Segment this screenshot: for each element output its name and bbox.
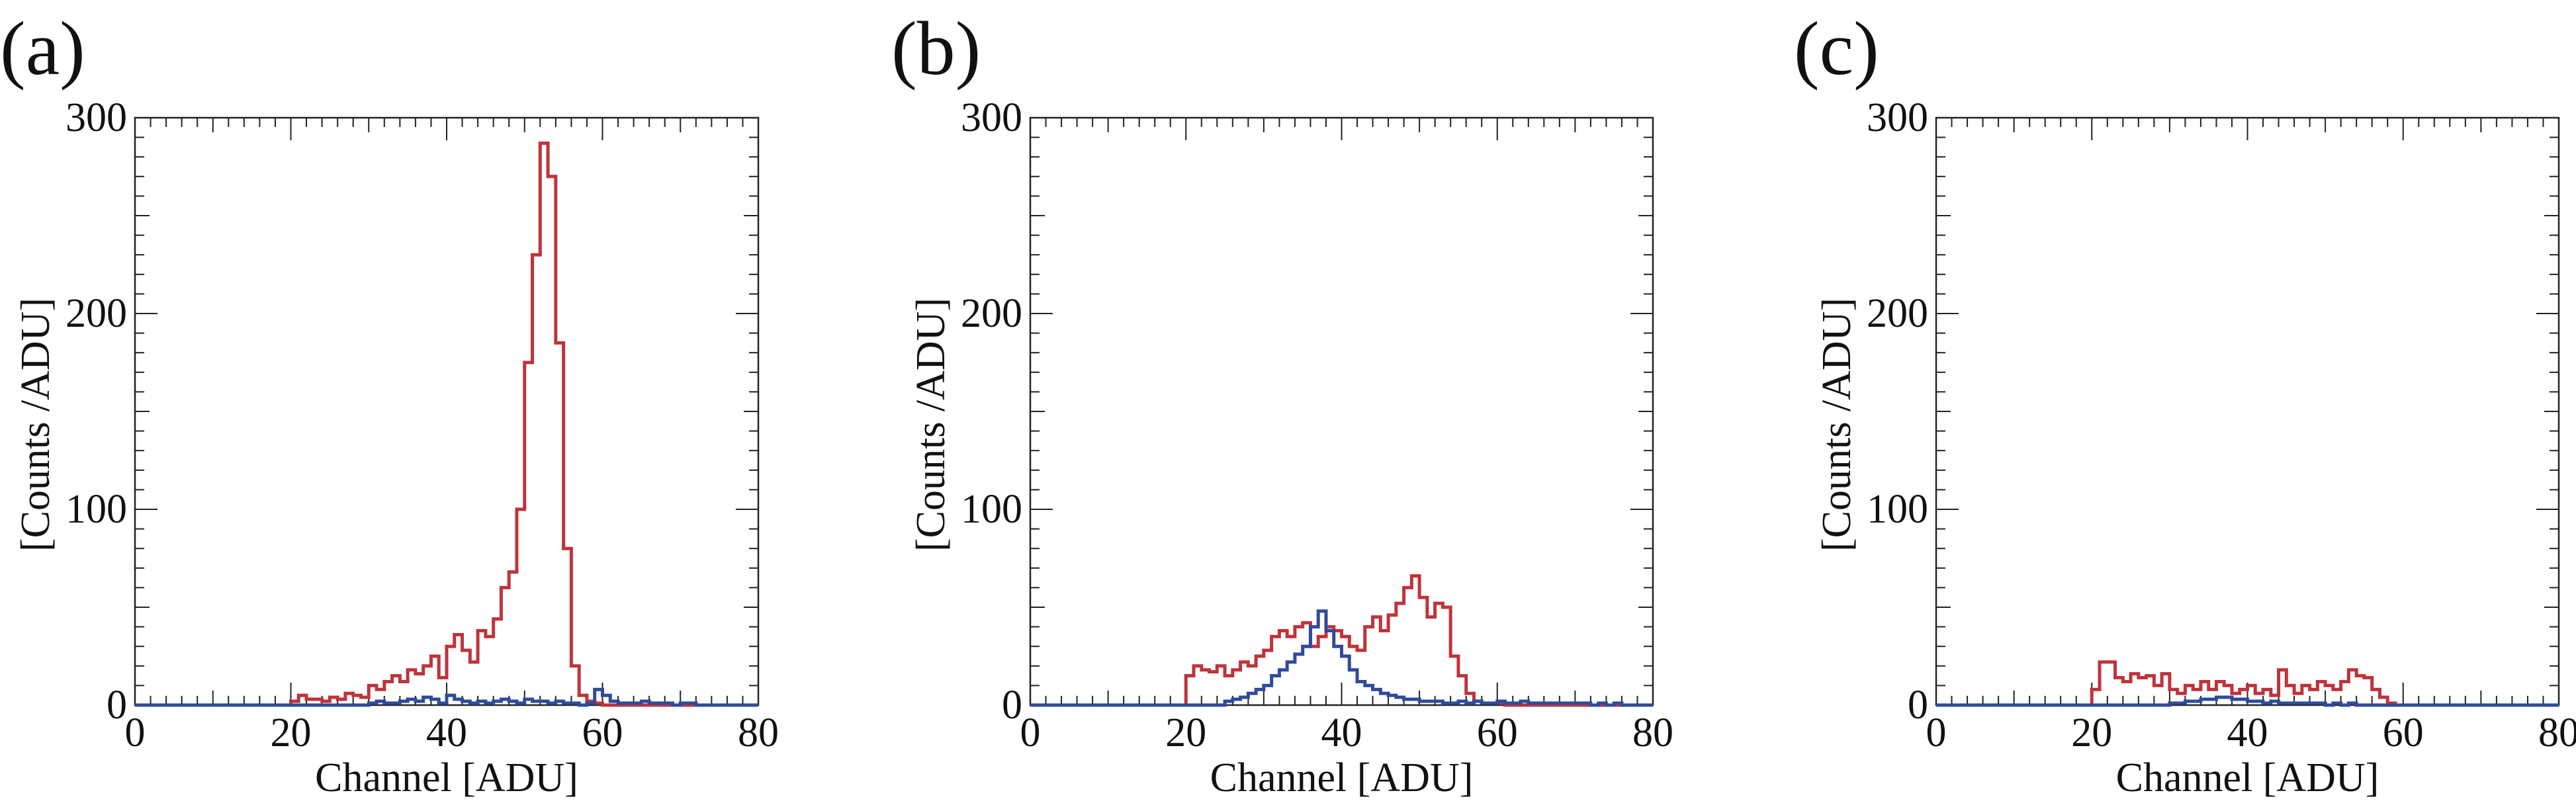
y-axis-title: [Counts /ADU] (1814, 298, 1859, 552)
x-tick-label: 20 (271, 710, 312, 755)
y-tick-label: 300 (961, 95, 1022, 140)
y-tick-label: 200 (961, 291, 1022, 336)
x-axis-title: Channel [ADU] (1210, 755, 1474, 800)
x-axis-title: Channel [ADU] (2116, 755, 2379, 800)
y-tick-label: 100 (66, 487, 127, 532)
x-tick-label: 60 (1477, 710, 1518, 755)
x-tick-label: 0 (1926, 710, 1947, 755)
y-tick-label: 0 (107, 683, 127, 728)
chart-panel-b: (b) 0 20 40 60 80 0 100 200 300 Channel [ADU] [Coun… (891, 7, 1673, 800)
y-axis-title: [Counts /ADU] (13, 298, 58, 552)
chart-panel-a: (a) 0 20 40 60 80 0 100 200 300 Channel [ADU] [Coun… (0, 7, 779, 800)
x-tick-label: 40 (426, 710, 467, 755)
x-tick-label: 20 (2071, 710, 2112, 755)
x-tick-label: 80 (2538, 710, 2576, 755)
x-tick-label: 60 (2383, 710, 2424, 755)
y-tick-label: 200 (66, 291, 127, 336)
panel-label: (a) (0, 7, 85, 91)
x-tick-label: 60 (582, 710, 623, 755)
panel-label: (b) (891, 7, 981, 91)
x-tick-label: 40 (2227, 710, 2268, 755)
y-tick-label: 0 (1002, 683, 1022, 728)
y-axis-title: [Counts /ADU] (909, 298, 954, 552)
histogram-blue-series (1030, 609, 1653, 707)
histogram-red-series (135, 141, 758, 707)
y-tick-label: 200 (1867, 291, 1928, 336)
y-tick-label: 100 (961, 487, 1022, 532)
histogram-blue-series (135, 687, 758, 707)
x-tick-label: 0 (1020, 710, 1041, 755)
plot-frame (1935, 116, 2560, 706)
x-tick-label: 80 (738, 710, 779, 755)
x-axis-title: Channel [ADU] (315, 755, 578, 800)
chart-panel-c: (c) 0 20 40 60 80 0 100 200 300 Channel [ADU] [Coun… (1794, 7, 2576, 800)
y-tick-label: 100 (1867, 487, 1928, 532)
plot-frame (1029, 116, 1654, 706)
x-tick-label: 20 (1165, 710, 1206, 755)
y-tick-label: 300 (1867, 95, 1928, 140)
panel-label: (c) (1794, 7, 1879, 91)
histogram-blue-series (1936, 695, 2559, 707)
y-tick-label: 300 (66, 95, 127, 140)
x-tick-label: 40 (1321, 710, 1362, 755)
plot-frame (134, 116, 760, 706)
y-tick-label: 0 (1908, 683, 1928, 728)
x-tick-label: 80 (1632, 710, 1673, 755)
x-tick-label: 0 (125, 710, 146, 755)
